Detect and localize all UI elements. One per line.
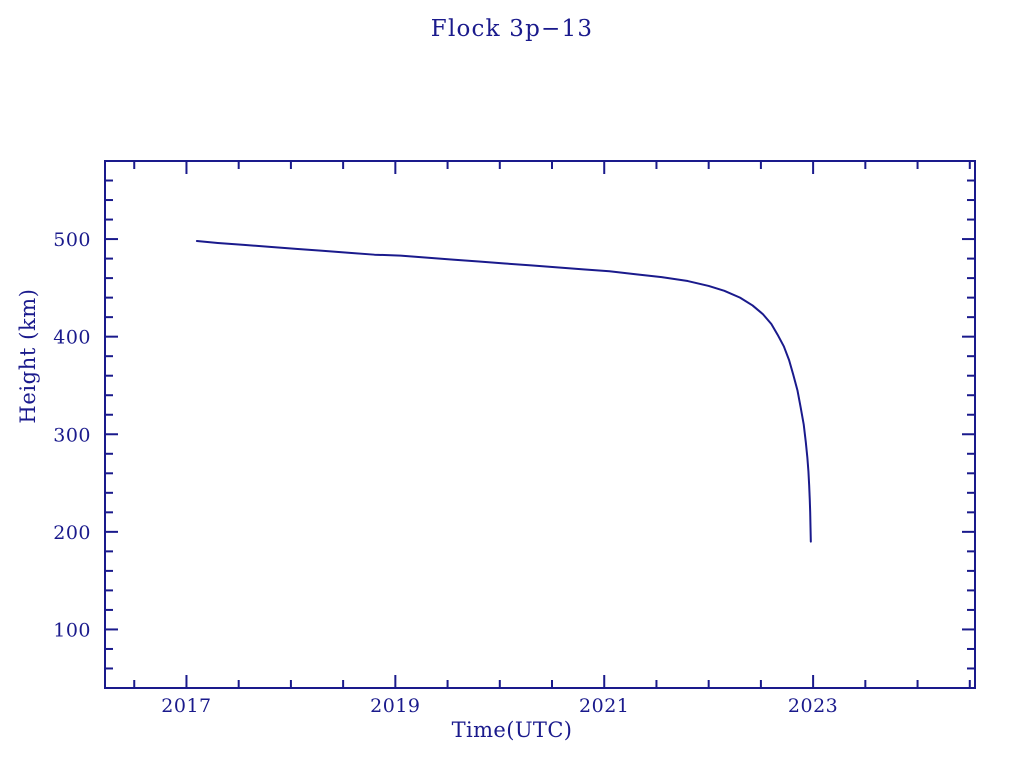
data-series	[195, 240, 812, 543]
x-tick-label: 2021	[579, 695, 629, 717]
x-tick-label: 2017	[161, 695, 211, 717]
y-tick-label: 500	[53, 229, 91, 251]
axes-frame	[104, 160, 976, 689]
y-axis-tick-labels: 100 200 300 400 500	[53, 229, 91, 641]
y-tick-label: 300	[53, 424, 91, 446]
y-axis-ticks	[105, 160, 975, 689]
x-axis-title: Time(UTC)	[451, 718, 573, 742]
y-tick-label: 100	[53, 619, 91, 641]
x-axis-tick-labels: 2017 2019 2021 2023	[161, 695, 838, 717]
x-tick-label: 2019	[370, 695, 420, 717]
series-line	[195, 240, 812, 543]
x-tick-label: 2023	[788, 695, 838, 717]
page-title: Flock 3p−13	[430, 16, 594, 42]
x-axis-ticks	[133, 161, 971, 688]
y-tick-label: 200	[53, 522, 91, 544]
y-tick-label: 400	[53, 327, 91, 349]
plot-frame	[104, 160, 976, 689]
